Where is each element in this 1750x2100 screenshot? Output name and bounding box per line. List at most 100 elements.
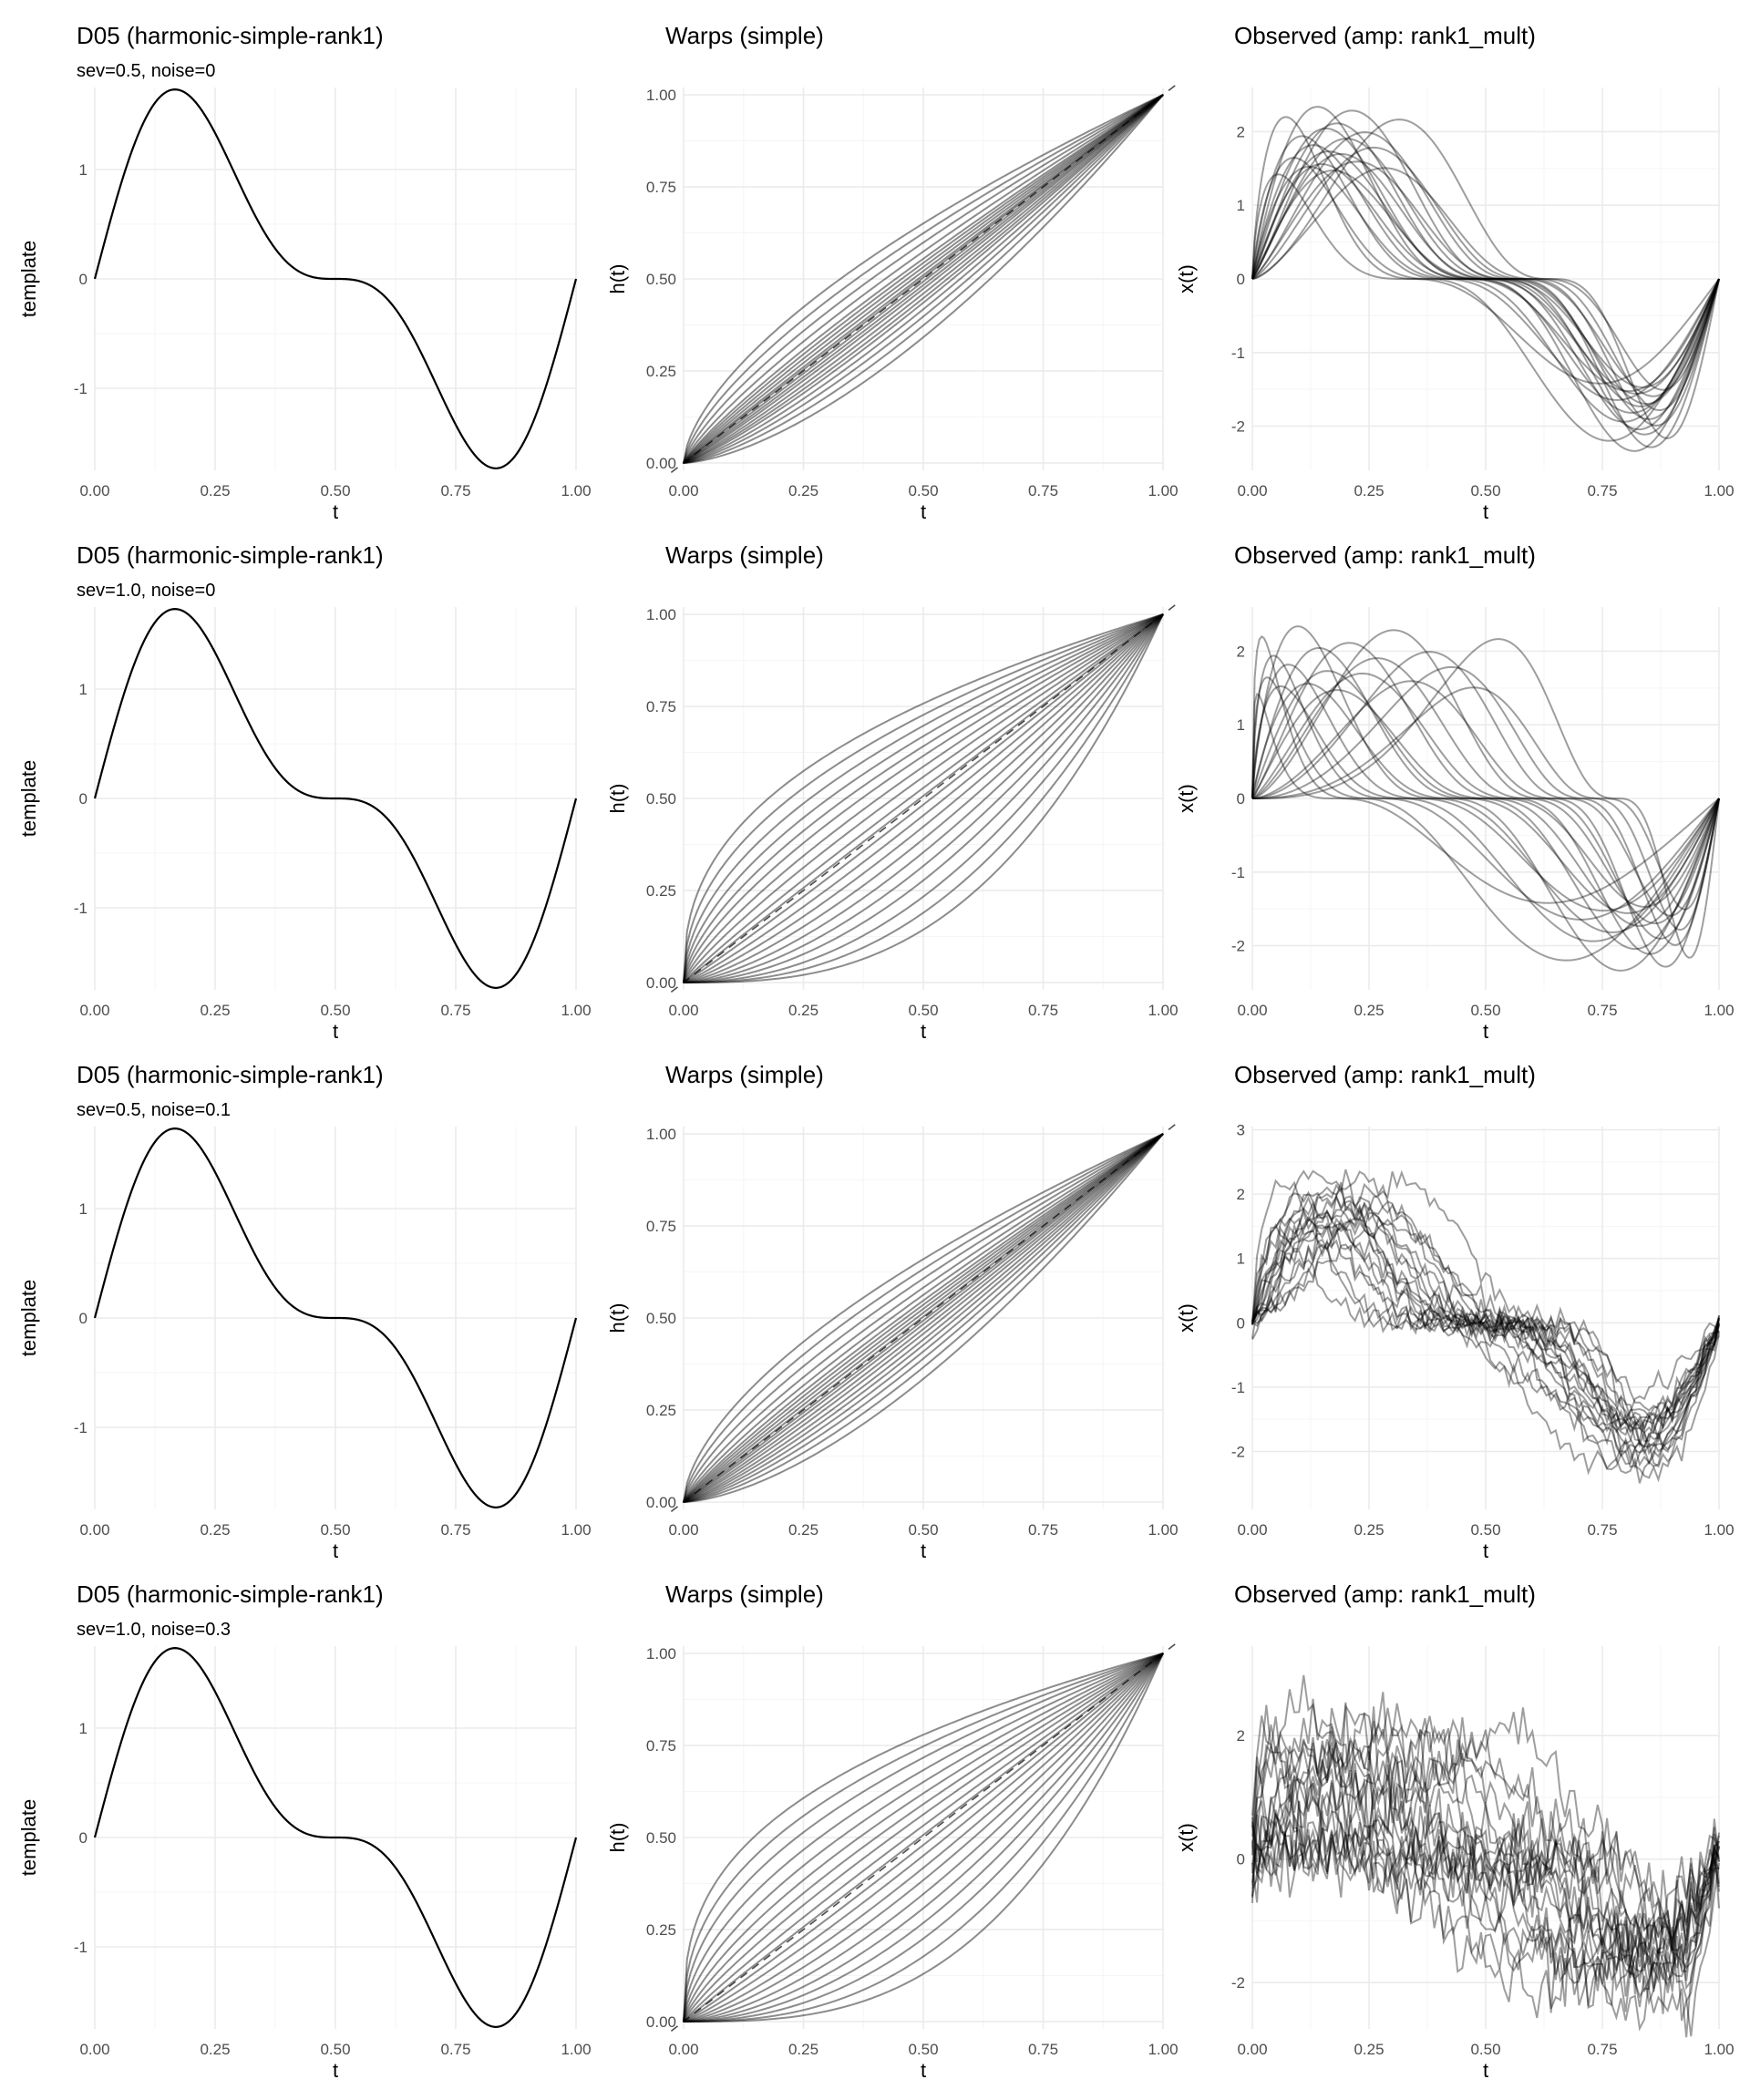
y-tick-label: -1 (1231, 1379, 1245, 1396)
y-tick-label: -1 (1231, 345, 1245, 362)
warp-curve (683, 1652, 1164, 2023)
y-tick-label: -1 (74, 900, 88, 917)
x-tick-label: 0.50 (1470, 1521, 1500, 1539)
x-tick-label: 1.00 (561, 1002, 591, 1019)
panel-title: Warps (simple) (665, 22, 824, 49)
observed-curve (1251, 1209, 1720, 1444)
panel-subtitle: sev=1.0, noise=0.3 (77, 1620, 231, 1640)
y-tick-label: 0 (79, 790, 88, 808)
observed-curve (1251, 1190, 1720, 1464)
observed-curve (1251, 683, 1720, 914)
warp-curve (683, 613, 1164, 983)
warp-curve (683, 613, 1164, 983)
x-axis-label: t (1483, 1020, 1488, 1043)
observed-curve (1251, 1706, 1720, 1983)
warp-curve (683, 1652, 1164, 2023)
observed-curve (1252, 638, 1720, 959)
warp-curve (683, 613, 1164, 983)
panel-title: D05 (harmonic-simple-rank1) (77, 541, 384, 569)
warp-curve (684, 1652, 1164, 2023)
y-tick-label: 1.00 (646, 1126, 676, 1143)
observed-curve (1251, 167, 1720, 391)
y-tick-label: 1.00 (646, 606, 676, 623)
observed-curve (1251, 689, 1720, 908)
observed-curve (1251, 654, 1720, 942)
observed-curve (1251, 1702, 1720, 1989)
x-tick-label: 0.75 (1028, 1002, 1058, 1019)
x-tick-label: 1.00 (1704, 1002, 1734, 1019)
warp-curve (683, 613, 1164, 983)
warp-curve (683, 1133, 1164, 1503)
observed-curve (1251, 1703, 1720, 2012)
x-axis-label: t (1483, 500, 1488, 523)
y-tick-label: 2 (1237, 643, 1245, 660)
panel-title: Observed (amp: rank1_mult) (1234, 541, 1536, 569)
panel-title: D05 (harmonic-simple-rank1) (77, 1580, 384, 1608)
warp-curve (683, 1133, 1164, 1503)
observed-curve (1251, 1744, 1720, 2007)
observed-curve (1251, 1756, 1720, 2013)
observed-curve (1251, 122, 1720, 436)
warp-curve (683, 94, 1164, 464)
y-tick-label: 2 (1237, 123, 1245, 140)
observed-curve (1251, 1724, 1720, 1992)
panel-title: Warps (simple) (665, 1580, 824, 1608)
y-tick-label: -1 (74, 1419, 88, 1436)
chart-panel-warps: 0.00 0.25 0.50 0.75 1.00 0.00 0.25 0.50 0.75 1.00… (606, 601, 1179, 1043)
observed-curve (1251, 1205, 1720, 1436)
chart-panel-observed: 0.00 0.25 0.50 0.75 1.00 -2 -1 0 1 2 t x(t) (1175, 88, 1735, 523)
warp-curve (683, 1133, 1164, 1503)
observed-curve (1251, 657, 1720, 940)
y-tick-label: 0.00 (646, 974, 676, 992)
data-layer (93, 608, 578, 989)
x-tick-label: 0.50 (320, 2041, 350, 2058)
x-tick-label: 0.50 (908, 1002, 938, 1019)
warp-curve (683, 613, 1164, 983)
panel-title: Observed (amp: rank1_mult) (1234, 1580, 1536, 1608)
template-curve (93, 608, 578, 989)
observed-curve (1251, 1200, 1720, 1446)
warp-curve (683, 613, 1164, 983)
x-axis-label: t (333, 1539, 338, 1562)
x-tick-label: 0.25 (788, 1521, 818, 1539)
y-tick-label: -1 (74, 380, 88, 397)
observed-curve (1251, 1718, 1720, 1991)
data-layer (93, 1647, 578, 2028)
x-tick-label: 1.00 (1704, 1521, 1734, 1539)
y-tick-label: 0.50 (646, 1829, 676, 1847)
y-axis-label: template (17, 760, 40, 837)
chart-panel-warps: 0.00 0.25 0.50 0.75 1.00 0.00 0.25 0.50 0.75 1.00… (606, 1640, 1179, 2082)
y-tick-label: 0.00 (646, 455, 676, 472)
chart-panel-template: 0.00 0.25 0.50 0.75 1.00 -1 0 1 t template (17, 1646, 592, 2082)
y-tick-label: -2 (1231, 1974, 1245, 1992)
y-tick-label: 1 (1237, 716, 1245, 734)
observed-curve (1251, 664, 1720, 933)
x-tick-label: 1.00 (1148, 2041, 1178, 2058)
data-layer (1251, 625, 1720, 972)
warp-curve (683, 1133, 1164, 1503)
observed-curve (1251, 1698, 1720, 1999)
x-tick-label: 0.50 (320, 1002, 350, 1019)
y-tick-label: 0 (79, 1310, 88, 1327)
warp-curve (683, 1133, 1164, 1503)
observed-curve (1251, 127, 1720, 431)
y-tick-label: 0.50 (646, 271, 676, 288)
observed-curve (1251, 173, 1720, 385)
y-axis-label: x(t) (1175, 1823, 1198, 1852)
x-tick-label: 0.25 (1354, 1002, 1384, 1019)
warp-curve (683, 613, 1164, 983)
x-axis-label: t (333, 500, 338, 523)
warp-curve (683, 613, 1164, 983)
x-axis-label: t (333, 1020, 338, 1043)
warp-curve (683, 94, 1164, 464)
y-tick-label: 1.00 (646, 1645, 676, 1662)
y-tick-label: 1 (1237, 197, 1245, 214)
warp-curve (683, 1133, 1164, 1503)
y-tick-label: 0.00 (646, 2013, 676, 2031)
y-tick-label: 0.75 (646, 179, 676, 196)
warp-curve (683, 1133, 1164, 1503)
template-curve (93, 1127, 578, 1508)
x-tick-label: 0.75 (1587, 482, 1617, 499)
y-tick-label: 2 (1237, 1727, 1245, 1745)
x-tick-label: 0.25 (788, 2041, 818, 2058)
